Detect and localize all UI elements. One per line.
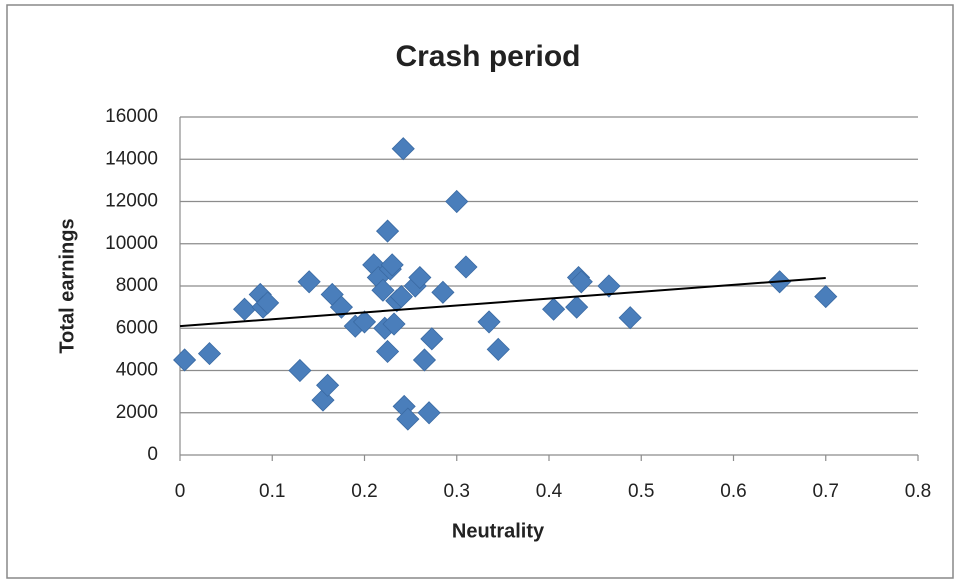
point <box>375 219 400 243</box>
y-tick-label: 10000 <box>105 233 158 254</box>
y-tick-label: 14000 <box>105 148 158 169</box>
point <box>445 189 469 214</box>
y-tick-label: 0 <box>147 444 158 465</box>
x-tick-label: 0 <box>175 481 186 502</box>
chart-title: Crash period <box>395 40 580 73</box>
x-tick-label: 0.6 <box>720 481 746 502</box>
y-tick-label: 4000 <box>116 360 158 381</box>
point <box>382 312 406 336</box>
x-axis-title: Neutrality <box>452 520 545 542</box>
grid <box>179 116 919 461</box>
point <box>542 297 566 321</box>
point <box>814 284 838 309</box>
point <box>380 253 404 277</box>
point <box>486 337 510 361</box>
point <box>565 295 589 319</box>
x-tick-label: 0.2 <box>351 481 377 502</box>
x-tick-label: 0.8 <box>905 481 931 502</box>
x-tick-label: 0.1 <box>259 481 285 502</box>
point <box>371 278 395 302</box>
point <box>329 295 354 319</box>
point <box>173 348 197 372</box>
point <box>618 306 642 330</box>
point <box>417 401 441 425</box>
point <box>420 327 444 351</box>
point <box>477 310 501 334</box>
y-tick-label: 16000 <box>105 106 158 127</box>
point <box>597 274 621 298</box>
point <box>454 255 478 279</box>
y-tick-label: 12000 <box>105 191 158 212</box>
point <box>375 339 400 364</box>
point <box>569 270 593 294</box>
point <box>389 284 413 309</box>
point <box>288 358 312 383</box>
y-tick-label: 2000 <box>116 402 158 423</box>
point <box>316 373 340 397</box>
point <box>396 407 420 431</box>
x-tick-label: 0.7 <box>813 481 839 502</box>
trendline <box>179 276 826 328</box>
marks <box>173 137 838 431</box>
point <box>391 137 415 161</box>
y-axis-title: Total earnings <box>56 218 78 353</box>
y-tick-label: 6000 <box>116 317 158 338</box>
y-tick-label: 8000 <box>116 275 158 296</box>
point <box>197 342 222 366</box>
point <box>297 270 321 294</box>
x-tick-label: 0.3 <box>444 481 470 502</box>
x-tick-label: 0.5 <box>628 481 654 502</box>
point <box>431 280 455 304</box>
point <box>256 291 280 315</box>
chart-frame <box>6 4 954 579</box>
point <box>412 348 437 372</box>
point <box>233 297 257 321</box>
point <box>352 310 377 334</box>
x-tick-label: 0.4 <box>536 481 563 502</box>
point <box>408 265 432 290</box>
